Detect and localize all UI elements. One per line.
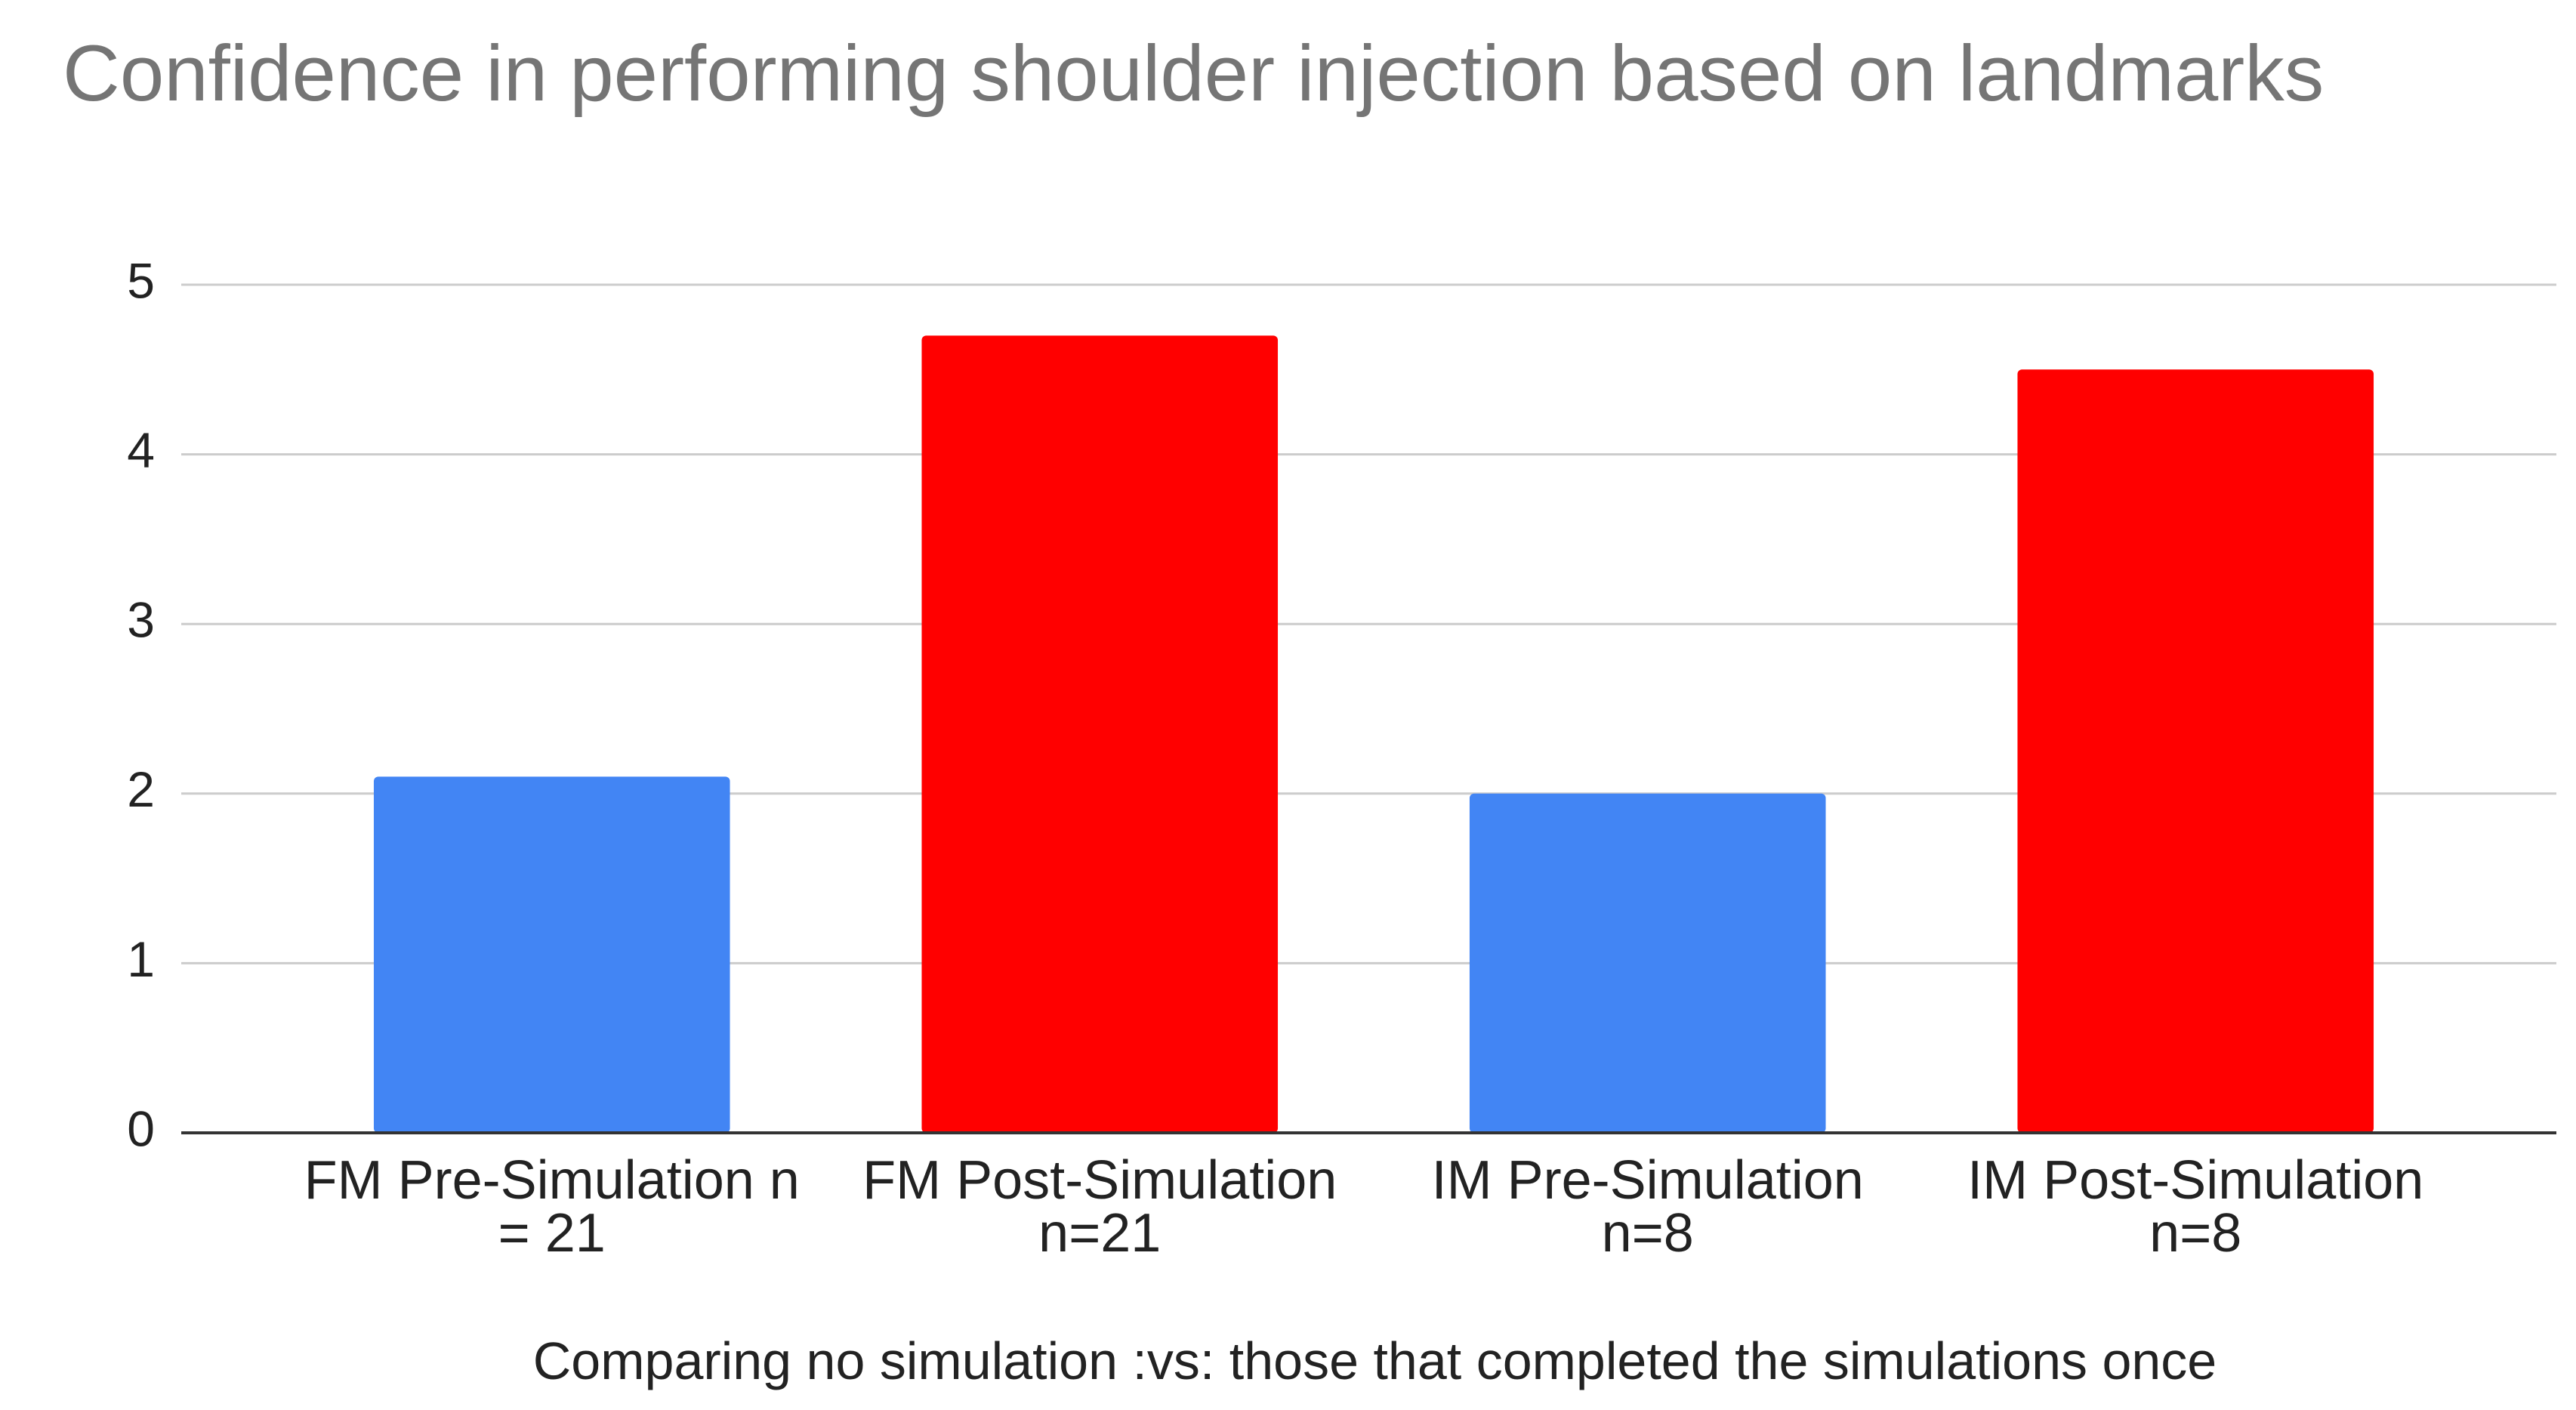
x-tick-label: IM Pre-Simulation n=8	[1431, 1150, 1864, 1263]
bar	[373, 776, 730, 1133]
bar	[1469, 793, 1826, 1133]
bar	[921, 335, 1279, 1133]
y-tick-label: 1	[127, 931, 155, 987]
y-tick-label: 2	[127, 761, 155, 817]
x-tick-label: FM Post-Simulation n=21	[862, 1150, 1337, 1263]
x-tick-label: FM Pre-Simulation n = 21	[304, 1150, 800, 1263]
x-axis-title: Comparing no simulation :vs: those that …	[532, 1331, 2217, 1390]
y-tick-label: 0	[127, 1100, 155, 1156]
y-tick-label: 3	[127, 592, 155, 648]
x-tick-label: IM Post-Simulation n=8	[1967, 1150, 2424, 1263]
bar	[2017, 369, 2374, 1133]
y-tick-label: 5	[127, 252, 155, 308]
chart-title: Confidence in performing shoulder inject…	[63, 29, 2325, 118]
y-tick-label: 4	[127, 422, 155, 478]
